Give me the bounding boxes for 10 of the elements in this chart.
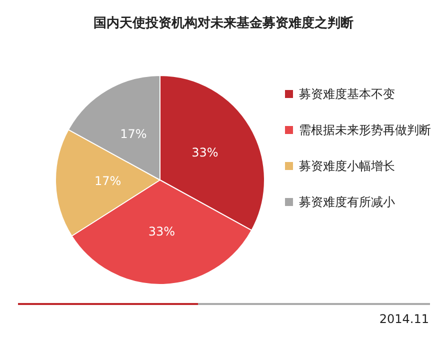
text: 2014.11 xyxy=(379,312,429,326)
data-label: 17% xyxy=(120,127,147,142)
data-label: 17% xyxy=(94,174,122,188)
legend-label: 募资难度基本不变 xyxy=(299,86,395,103)
legend-label: 募资难度有所减小 xyxy=(299,194,395,211)
legend-label: 需根据未来形势再做判断 xyxy=(299,122,431,139)
legend-label: 募资难度小幅增长 xyxy=(299,158,395,175)
data-label: 33% xyxy=(148,224,175,238)
data-label: 33% xyxy=(192,146,218,160)
chart-title: 国内天使投资机构对未来基金募资难度之判断 xyxy=(92,14,354,32)
